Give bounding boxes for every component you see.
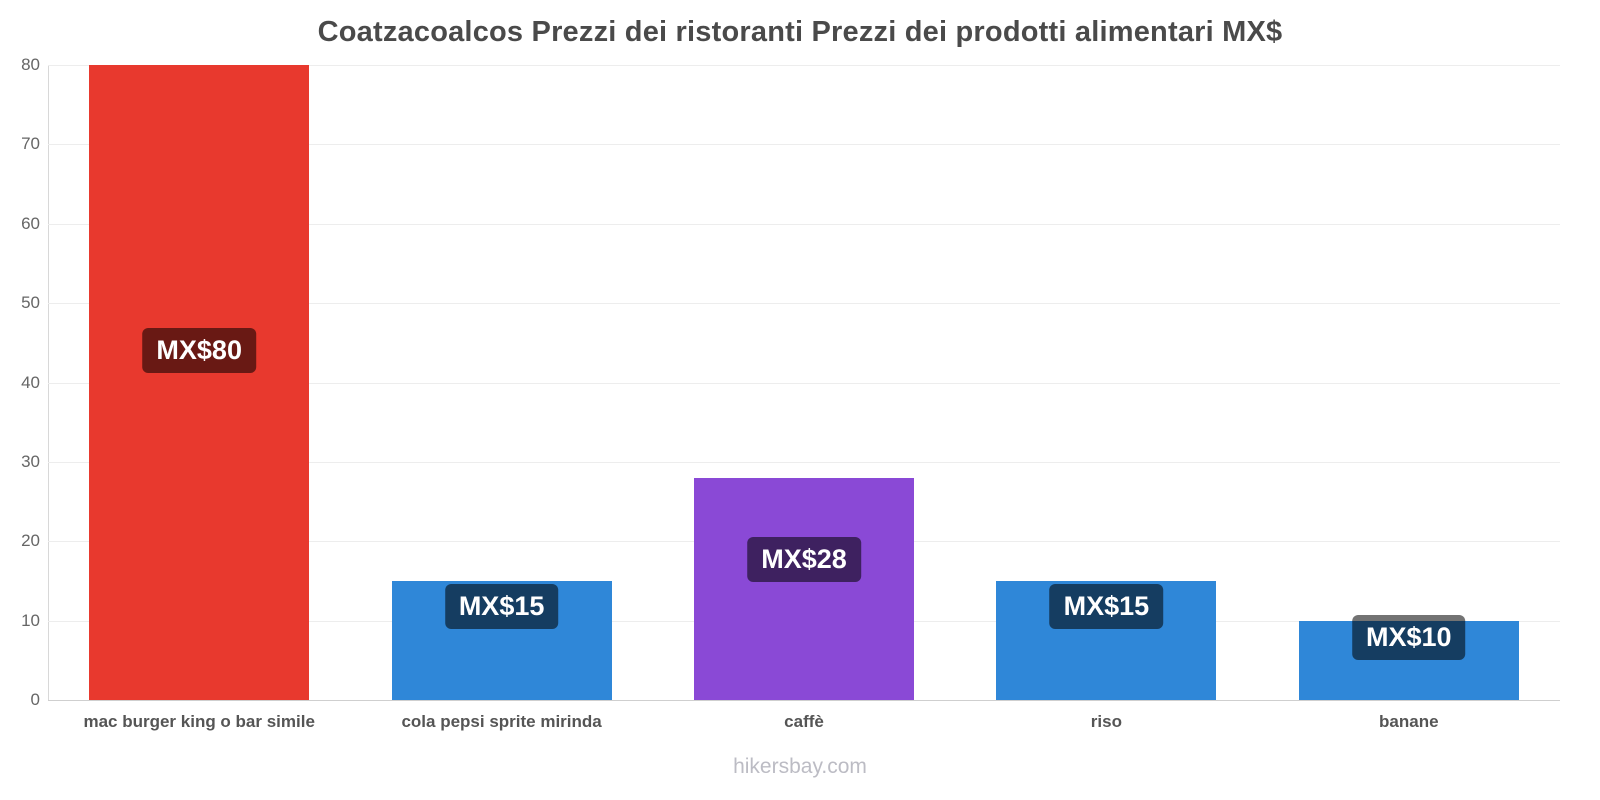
gridline: [48, 382, 1560, 384]
x-axis-category-label: riso: [1090, 712, 1122, 731]
y-axis-tick-label: 70: [21, 134, 40, 154]
y-axis-tick-label: 30: [21, 451, 40, 471]
x-axis-category-label: caffè: [784, 712, 824, 731]
y-axis-tick-label: 10: [21, 610, 40, 630]
chart-title: Coatzacoalcos Prezzi dei ristoranti Prez…: [317, 16, 1283, 48]
y-axis-tick-label: 20: [21, 531, 40, 551]
y-axis-tick-label: 50: [21, 293, 40, 313]
gridline: [48, 144, 1560, 146]
y-axis-tick-label: 0: [30, 690, 40, 709]
footer-site-link[interactable]: hikersbay.com: [733, 755, 867, 778]
bar-value-label: MX$28: [747, 536, 861, 582]
gridline: [48, 303, 1560, 305]
footer: hikersbay.com: [0, 755, 1600, 779]
gridline: [48, 65, 1560, 66]
x-axis-category-label: banane: [1379, 712, 1439, 731]
y-axis-tick-label: 40: [21, 372, 40, 392]
plot-area: MX$80 MX$15 MX$28 MX$15 MX$10: [48, 65, 1560, 701]
bar-1: [89, 65, 310, 700]
x-axis-category-label: mac burger king o bar simile: [83, 712, 315, 731]
y-axis-tick-label: 60: [21, 213, 40, 233]
bar-value-label: MX$10: [1352, 615, 1466, 661]
gridline: [48, 461, 1560, 463]
bar-value-label: MX$15: [444, 584, 559, 630]
y-axis-tick-label: 80: [21, 55, 40, 74]
gridline: [48, 223, 1560, 225]
x-axis-category-label: cola pepsi sprite mirinda: [401, 712, 602, 731]
bar-value-label: MX$15: [1049, 584, 1164, 630]
bar-value-label: MX$80: [142, 327, 256, 373]
gridline: [48, 700, 1560, 701]
bar-3: [694, 477, 914, 700]
